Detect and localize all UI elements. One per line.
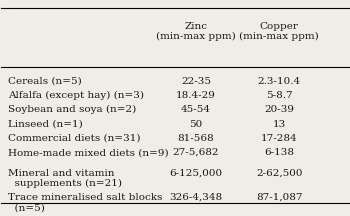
Text: Trace mineralised salt blocks
  (n=5): Trace mineralised salt blocks (n=5) (8, 193, 163, 212)
Text: 27-5,682: 27-5,682 (173, 148, 219, 157)
Text: 45-54: 45-54 (181, 105, 211, 114)
Text: 20-39: 20-39 (264, 105, 294, 114)
Text: Alfalfa (except hay) (n=3): Alfalfa (except hay) (n=3) (8, 91, 144, 100)
Text: Linseed (n=1): Linseed (n=1) (8, 120, 83, 129)
Text: 6-138: 6-138 (264, 148, 294, 157)
Text: Zinc
(min-max ppm): Zinc (min-max ppm) (156, 22, 236, 41)
Text: 22-35: 22-35 (181, 77, 211, 86)
Text: 87-1,087: 87-1,087 (256, 193, 302, 202)
Text: 6-125,000: 6-125,000 (169, 168, 222, 178)
Text: Copper
(min-max ppm): Copper (min-max ppm) (239, 22, 319, 41)
Text: 18.4-29: 18.4-29 (176, 91, 216, 100)
Text: Mineral and vitamin
  supplements (n=21): Mineral and vitamin supplements (n=21) (8, 168, 122, 188)
Text: 2-62,500: 2-62,500 (256, 168, 302, 178)
Text: 50: 50 (189, 120, 202, 129)
Text: Soybean and soya (n=2): Soybean and soya (n=2) (8, 105, 136, 114)
Text: Commercial diets (n=31): Commercial diets (n=31) (8, 134, 141, 143)
Text: 13: 13 (273, 120, 286, 129)
Text: 326-4,348: 326-4,348 (169, 193, 222, 202)
Text: 81-568: 81-568 (177, 134, 214, 143)
Text: 5-8.7: 5-8.7 (266, 91, 293, 100)
Text: Cereals (n=5): Cereals (n=5) (8, 77, 82, 86)
Text: Home-made mixed diets (n=9): Home-made mixed diets (n=9) (8, 148, 169, 157)
Text: 17-284: 17-284 (261, 134, 298, 143)
Text: 2.3-10.4: 2.3-10.4 (258, 77, 301, 86)
